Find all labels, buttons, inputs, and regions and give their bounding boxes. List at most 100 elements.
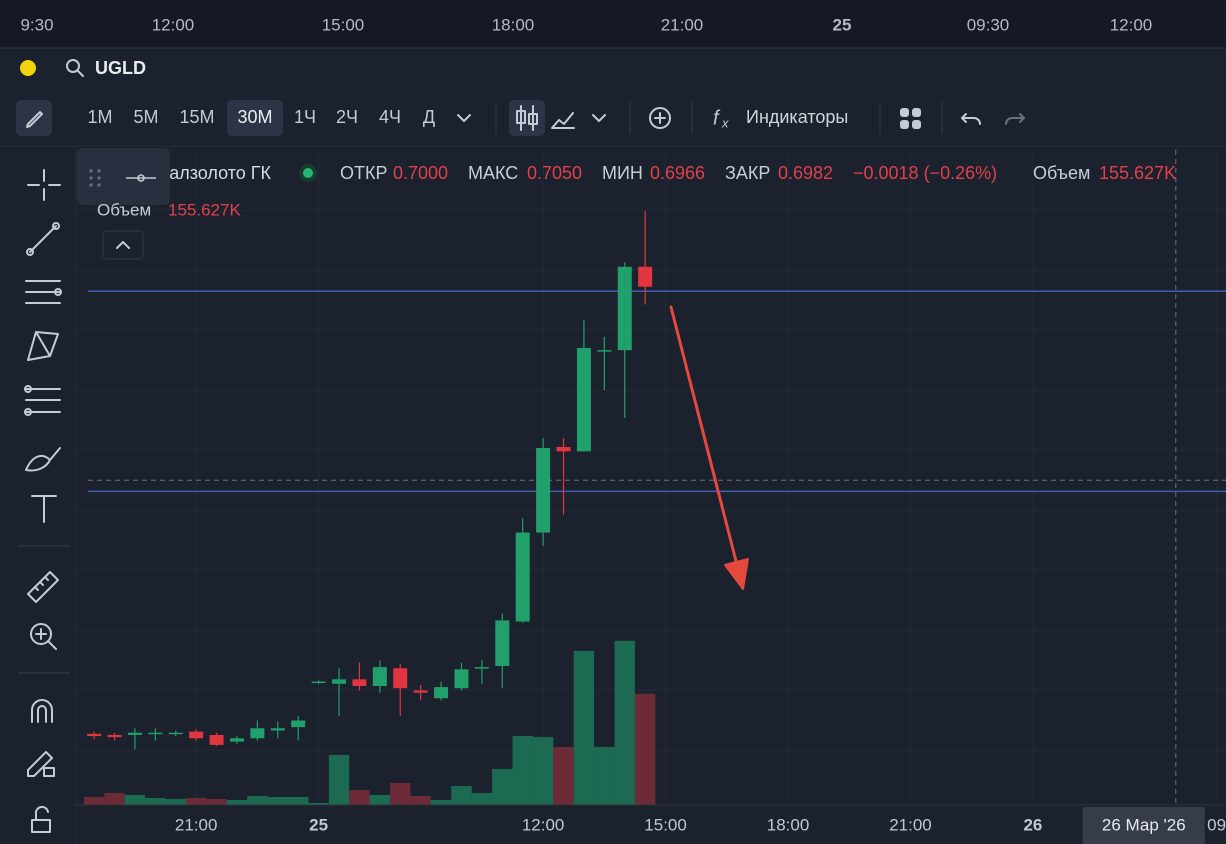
chevron[interactable] — [592, 114, 606, 122]
drag-handle — [89, 169, 101, 187]
volume-bar — [390, 783, 411, 805]
interval-button[interactable]: 1М — [87, 107, 112, 127]
zoom-tool[interactable] — [30, 623, 57, 650]
status-dot — [20, 60, 36, 76]
candles-button[interactable] — [509, 100, 545, 136]
interval-active[interactable] — [227, 100, 283, 136]
redo[interactable] — [1005, 113, 1026, 125]
top-time-label: 12:00 — [1110, 15, 1153, 34]
candle-body — [597, 350, 612, 352]
drawn-arrow[interactable] — [669, 305, 749, 590]
volume-bar — [83, 797, 105, 805]
legend-change: −0.0018 (−0.26%) — [853, 163, 997, 183]
layouts-icon[interactable] — [900, 108, 921, 129]
legend-close-label: ЗАКР — [725, 163, 770, 183]
x-tick-label: 26 — [1023, 815, 1042, 834]
legend-close: 0.6982 — [778, 163, 833, 183]
text-tool[interactable] — [31, 495, 57, 523]
ticker[interactable]: UGLD — [95, 58, 146, 78]
candle-body — [474, 667, 489, 669]
legend-open-label: ОТКР — [340, 163, 388, 183]
volume-bar — [634, 693, 656, 805]
lock-draw-tool[interactable] — [27, 751, 55, 777]
fx-icon: f — [713, 107, 721, 129]
legend-low-label: МИН — [602, 163, 643, 183]
volume-bar — [124, 795, 146, 805]
candle-body — [189, 731, 204, 739]
x-tick-label: 25 — [309, 815, 328, 834]
volume-bar — [288, 797, 309, 805]
ruler-tool[interactable] — [27, 571, 59, 603]
volume-bar — [308, 803, 329, 805]
top-time-label: 21:00 — [661, 15, 704, 34]
interval-button[interactable]: 2Ч — [336, 107, 358, 127]
interval-button[interactable]: 5М — [133, 107, 158, 127]
interval-button[interactable]: 1Ч — [294, 107, 316, 127]
candle-body — [291, 720, 306, 728]
candle-body — [556, 446, 571, 452]
candle-body — [168, 732, 183, 735]
legend-high-label: МАКС — [468, 163, 518, 183]
volume-bar — [553, 746, 574, 805]
legend-low: 0.6966 — [650, 163, 705, 183]
top-time-label: 9:30 — [20, 15, 53, 34]
volume-bar — [226, 800, 248, 805]
pattern-tool[interactable] — [27, 331, 59, 361]
area-icon[interactable] — [551, 112, 575, 129]
fx-icon: x — [721, 115, 729, 130]
left-toolbar — [18, 169, 70, 833]
candle-body — [617, 266, 632, 351]
brush-tool[interactable] — [25, 447, 61, 472]
candle-body — [576, 347, 591, 452]
volume-bar — [512, 735, 533, 805]
interval-button[interactable]: 30М — [237, 107, 272, 127]
unlock-tool[interactable] — [31, 805, 51, 833]
top-time-label: 12:00 — [152, 15, 195, 34]
legend-high: 0.7050 — [527, 163, 582, 183]
search-icon[interactable] — [66, 59, 84, 77]
top-time-label: 18:00 — [492, 15, 535, 34]
interval-button[interactable]: 15М — [179, 107, 214, 127]
collapse-button[interactable] — [102, 230, 144, 260]
indicators-button[interactable]: Индикаторы — [746, 107, 848, 127]
volume-bar — [328, 754, 350, 805]
x-tick-label: 18:00 — [767, 815, 810, 834]
x-tick-label: 21:00 — [175, 815, 218, 834]
candle-body — [87, 733, 102, 737]
candle-body — [148, 732, 163, 735]
legend-open: 0.7000 — [393, 163, 448, 183]
candle-body — [107, 734, 122, 738]
floating-panel[interactable] — [77, 148, 170, 205]
add-button[interactable] — [649, 107, 671, 129]
undo[interactable] — [961, 113, 981, 125]
candle-body — [229, 738, 244, 742]
candle-body — [372, 667, 387, 687]
volume-bar — [430, 800, 452, 805]
volume-bar — [165, 799, 186, 805]
magnet-tool[interactable] — [31, 699, 53, 723]
channel-tool[interactable] — [25, 280, 62, 304]
candle-body — [454, 669, 469, 689]
crosshair-tool[interactable] — [27, 169, 61, 201]
top-timeline — [0, 0, 1226, 48]
x-tick-label: 21:00 — [889, 815, 932, 834]
candle-body — [413, 690, 428, 693]
candle-body — [352, 679, 367, 687]
volume-bar — [614, 640, 635, 805]
interval-button[interactable]: Д — [423, 107, 435, 127]
chevron[interactable] — [457, 114, 471, 122]
candle-body — [515, 532, 530, 622]
volume-bar — [451, 786, 472, 805]
interval-button[interactable]: 4Ч — [379, 107, 401, 127]
chevron-up — [116, 241, 130, 249]
crosshair-date-box — [1082, 807, 1205, 844]
volume-bar — [369, 795, 391, 805]
line-tool[interactable] — [26, 222, 60, 256]
candle-body — [209, 734, 224, 745]
x-tick-label: 15:00 — [644, 815, 687, 834]
fib-tool[interactable] — [24, 385, 61, 416]
volume-bar — [532, 736, 554, 805]
candles-icon — [516, 105, 538, 131]
volume-value: 155.627K — [168, 200, 241, 219]
